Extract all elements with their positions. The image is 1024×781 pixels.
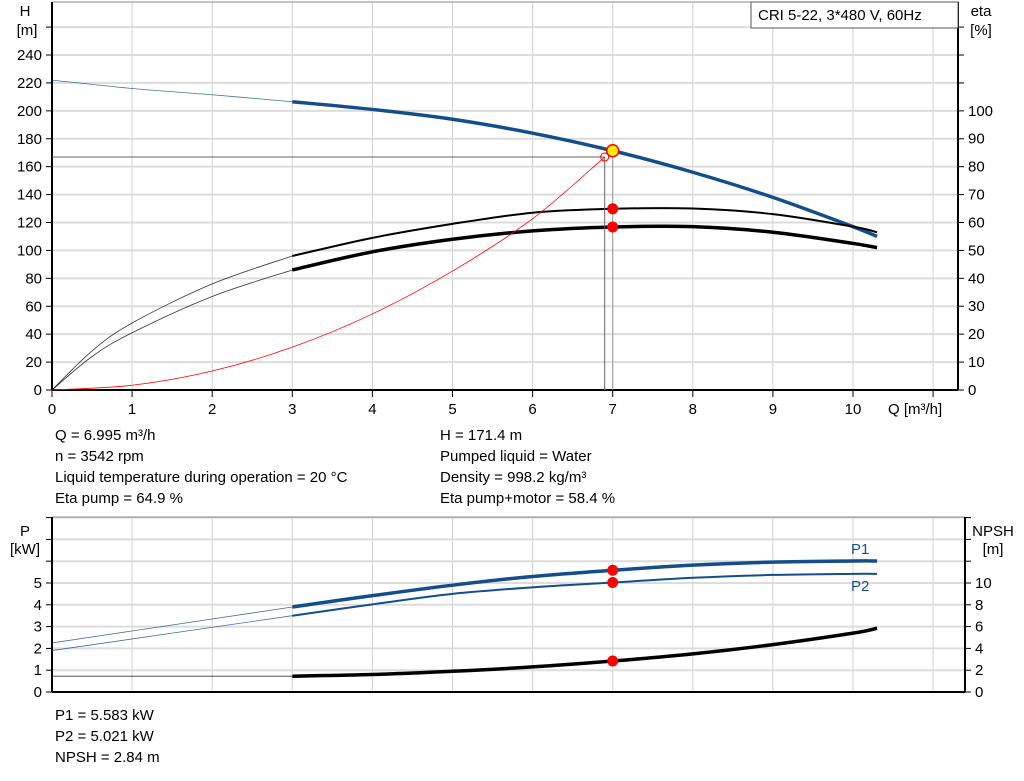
x-tick-label: 5 — [448, 401, 456, 418]
y-left-tick-label: 3 — [34, 619, 42, 636]
y-right-tick-label: 30 — [968, 298, 985, 315]
y-left-tick-label: 60 — [25, 298, 42, 315]
p2-legend-label: P2 — [851, 578, 869, 595]
x-tick-label: 0 — [48, 401, 56, 418]
y-left-tick-label: 240 — [17, 47, 42, 64]
h-axis-unit: [m] — [17, 22, 38, 39]
y-left-tick-label: 220 — [17, 75, 42, 92]
power-marker — [607, 564, 619, 576]
y-left-tick-label: 120 — [17, 215, 42, 232]
info-flow: Q = 6.995 m³/h — [55, 427, 155, 444]
x-tick-label: 9 — [769, 401, 777, 418]
y-left-tick-label: 180 — [17, 131, 42, 148]
y-right-tick-label: 20 — [968, 326, 985, 343]
p-axis-unit: [kW] — [10, 541, 40, 558]
info-head: H = 171.4 m — [440, 427, 522, 444]
y-left-tick-label: 80 — [25, 270, 42, 287]
p-axis-label: P — [20, 523, 30, 540]
y-right-tick-label: 90 — [968, 131, 985, 148]
x-tick-label: 10 — [845, 401, 862, 418]
y-right-tick-label: 70 — [968, 187, 985, 204]
eta-pump-motor-curve-extrapolated — [51, 269, 293, 391]
x-tick-label: 4 — [368, 401, 376, 418]
eta-axis-label: eta — [971, 3, 993, 20]
info-p1: P1 = 5.583 kW — [55, 707, 155, 724]
y-left-tick-label: 160 — [17, 159, 42, 176]
npsh-marker — [607, 655, 619, 667]
y-right-tick-label: 4 — [975, 640, 983, 657]
y-right-tick-label: 80 — [968, 159, 985, 176]
head-curve-extrapolated — [51, 79, 293, 103]
title-box — [750, 1, 959, 29]
y-right-tick-label: 10 — [968, 354, 985, 371]
eta-marker — [607, 221, 619, 233]
chart-title: CRI 5-22, 3*480 V, 60Hz — [758, 7, 922, 24]
y-left-tick-label: 140 — [17, 187, 42, 204]
x-tick-label: 8 — [689, 401, 697, 418]
plot-area — [52, 2, 958, 390]
y-right-tick-label: 10 — [975, 575, 992, 592]
info-density: Density = 998.2 kg/m³ — [440, 469, 586, 486]
info-bottom: P1 = 5.583 kW P2 = 5.021 kW NPSH = 2.84 … — [55, 707, 160, 766]
y-right-tick-label: 0 — [968, 382, 976, 399]
x-tick-label: 2 — [208, 401, 216, 418]
y-right-tick-label: 60 — [968, 214, 985, 231]
eta-axis-unit: [%] — [970, 22, 992, 39]
duty-point — [605, 144, 620, 158]
h-axis-label: H — [20, 3, 31, 20]
y-left-tick-label: 100 — [17, 242, 42, 259]
y-right-tick-label: 0 — [975, 684, 983, 701]
y-left-tick-label: 0 — [34, 382, 42, 399]
eta-pump-curve-extrapolated — [51, 255, 293, 391]
system-curve — [51, 156, 605, 391]
y-right-tick-label: 6 — [975, 619, 983, 636]
x-tick-label: 6 — [528, 401, 536, 418]
y-left-tick-label: 1 — [34, 662, 42, 679]
y-left-tick-label: 0 — [34, 684, 42, 701]
x-tick-label: 1 — [128, 401, 136, 418]
p2-curve-extrapolated — [51, 615, 293, 651]
x-tick-label: 3 — [288, 401, 296, 418]
q-axis-label: Q [m³/h] — [888, 401, 942, 418]
info-eta-pump-motor: Eta pump+motor = 58.4 % — [440, 490, 615, 507]
y-right-tick-label: 2 — [975, 662, 983, 679]
info-eta-pump: Eta pump = 64.9 % — [55, 490, 183, 507]
y-left-tick-label: 5 — [34, 575, 42, 592]
y-right-tick-label: 50 — [968, 242, 985, 259]
info-top-right: H = 171.4 m Pumped liquid = Water Densit… — [440, 427, 615, 507]
y-left-tick-label: 4 — [34, 597, 42, 614]
info-temperature: Liquid temperature during operation = 20… — [55, 469, 348, 486]
npsh-axis-unit: [m] — [983, 541, 1004, 558]
info-top-left: Q = 6.995 m³/h n = 3542 rpm Liquid tempe… — [55, 427, 348, 507]
power-marker — [607, 577, 619, 589]
p1-curve-extrapolated — [51, 606, 293, 644]
info-npsh: NPSH = 2.84 m — [55, 749, 160, 766]
y-left-tick-label: 200 — [17, 103, 42, 120]
eta-marker — [607, 203, 619, 215]
info-speed: n = 3542 rpm — [55, 448, 144, 465]
p1-legend-label: P1 — [851, 541, 869, 558]
y-right-tick-label: 40 — [968, 270, 985, 287]
required-point — [600, 152, 610, 162]
x-tick-label: 7 — [609, 401, 617, 418]
y-right-tick-label: 100 — [968, 103, 993, 120]
y-left-tick-label: 2 — [34, 640, 42, 657]
y-right-tick-label: 8 — [975, 597, 983, 614]
npsh-axis-label: NPSH — [972, 523, 1014, 540]
y-left-tick-label: 20 — [25, 354, 42, 371]
info-p2: P2 = 5.021 kW — [55, 728, 155, 745]
info-liquid: Pumped liquid = Water — [440, 448, 592, 465]
y-left-tick-label: 40 — [25, 326, 42, 343]
